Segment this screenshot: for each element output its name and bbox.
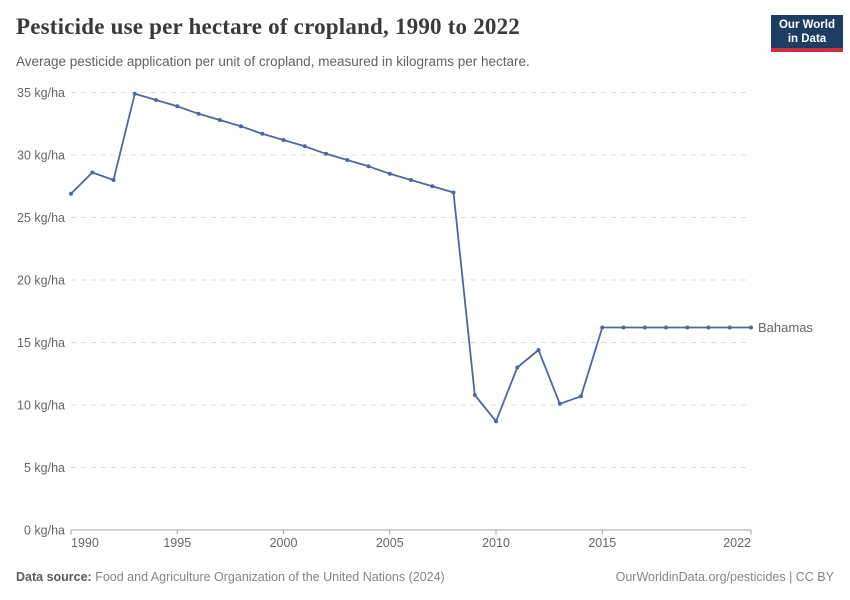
data-point-marker[interactable] bbox=[345, 158, 350, 162]
x-tick-label: 1990 bbox=[71, 536, 99, 550]
data-source-label: Data source: bbox=[16, 570, 92, 584]
data-point-marker[interactable] bbox=[366, 164, 371, 169]
gridlines bbox=[71, 92, 751, 531]
data-point-marker[interactable] bbox=[281, 138, 286, 142]
data-point-marker[interactable] bbox=[260, 131, 265, 136]
y-tick-label: 10 kg/ha bbox=[17, 399, 65, 413]
y-axis-labels: 0 kg/ha 5 kg/ha 10 kg/ha 15 kg/ha 20 kg/ha 25… bbox=[17, 86, 65, 538]
x-tick-label: 2010 bbox=[482, 536, 510, 550]
x-axis: 1990 1995 2000 2005 2010 2015 2022 bbox=[70, 530, 752, 550]
y-tick-label: 0 kg/ha bbox=[24, 524, 65, 538]
x-tick-label: 1995 bbox=[163, 536, 191, 550]
owid-logo-text: Our World in Data bbox=[771, 19, 843, 47]
data-point-marker[interactable] bbox=[600, 325, 605, 330]
data-point-marker[interactable] bbox=[579, 394, 583, 399]
series-line bbox=[70, 92, 751, 423]
data-point-marker[interactable] bbox=[175, 104, 180, 109]
y-tick-label: 30 kg/ha bbox=[17, 149, 65, 163]
data-point-marker[interactable] bbox=[621, 325, 626, 330]
data-point-marker[interactable] bbox=[196, 111, 201, 116]
data-point-marker[interactable] bbox=[132, 91, 137, 96]
data-point-marker[interactable] bbox=[387, 171, 392, 176]
y-tick-label: 25 kg/ha bbox=[17, 211, 65, 225]
data-point-marker[interactable] bbox=[685, 325, 690, 330]
owid-logo[interactable]: Our World in Data bbox=[771, 15, 843, 52]
data-point-marker[interactable] bbox=[494, 419, 498, 424]
data-point-marker[interactable] bbox=[409, 178, 413, 182]
x-tick-label: 2005 bbox=[376, 536, 404, 550]
x-tick-label: 2000 bbox=[270, 536, 298, 550]
data-point-marker[interactable] bbox=[90, 170, 95, 175]
data-point-marker[interactable] bbox=[706, 325, 711, 330]
series-markers[interactable] bbox=[69, 91, 753, 424]
data-point-marker[interactable] bbox=[536, 348, 541, 352]
x-tick-label: 2015 bbox=[588, 536, 616, 550]
data-point-marker[interactable] bbox=[302, 144, 307, 149]
owid-logo-line2: in Data bbox=[787, 32, 827, 45]
series-end-label[interactable]: Bahamas bbox=[758, 320, 813, 335]
data-point-marker[interactable] bbox=[154, 98, 158, 102]
data-point-marker[interactable] bbox=[430, 184, 435, 189]
data-source-text: Food and Agriculture Organization of the… bbox=[91, 570, 445, 584]
data-point-marker[interactable] bbox=[324, 151, 328, 156]
data-point-marker[interactable] bbox=[557, 401, 562, 406]
y-tick-label: 35 kg/ha bbox=[17, 86, 65, 100]
data-point-marker[interactable] bbox=[642, 325, 647, 330]
data-point-marker[interactable] bbox=[472, 393, 477, 397]
credit-link[interactable]: OurWorldinData.org/pesticides | CC BY bbox=[615, 570, 834, 584]
data-point-marker[interactable] bbox=[749, 325, 753, 330]
y-tick-label: 5 kg/ha bbox=[24, 461, 65, 475]
data-source-line: Data source: Food and Agriculture Organi… bbox=[16, 570, 445, 584]
owid-logo-background bbox=[771, 15, 843, 52]
page-subtitle: Average pesticide application per unit o… bbox=[16, 54, 530, 69]
y-tick-label: 15 kg/ha bbox=[17, 336, 65, 350]
owid-logo-line1: Our World bbox=[778, 19, 835, 31]
page-title: Pesticide use per hectare of cropland, 1… bbox=[16, 14, 521, 39]
data-point-marker[interactable] bbox=[217, 118, 222, 122]
data-point-marker[interactable] bbox=[727, 325, 732, 330]
data-point-marker[interactable] bbox=[69, 191, 73, 196]
x-tick-label: 2022 bbox=[723, 536, 751, 550]
chart-footer: Data source: Food and Agriculture Organi… bbox=[16, 570, 834, 584]
data-point-marker[interactable] bbox=[239, 124, 243, 129]
y-tick-label: 20 kg/ha bbox=[17, 274, 65, 288]
data-point-marker[interactable] bbox=[451, 190, 456, 195]
data-point-marker[interactable] bbox=[111, 178, 116, 182]
data-point-marker[interactable] bbox=[515, 365, 520, 370]
data-point-marker[interactable] bbox=[664, 325, 668, 330]
owid-logo-red-bar bbox=[771, 48, 843, 52]
